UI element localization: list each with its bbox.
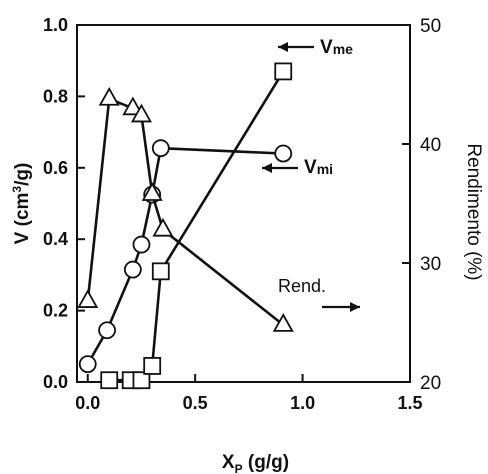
circle-point [123, 260, 142, 279]
circle-point [274, 144, 293, 163]
triangle-point [152, 217, 174, 237]
vmi-arrow-head [262, 163, 272, 173]
vme-arrow-head [278, 42, 288, 52]
axes-layer [76, 24, 411, 383]
vme-label: Vme [320, 37, 353, 58]
triangle-point [98, 86, 120, 106]
series-line-circle [86, 146, 284, 365]
vmi-label: Vmi [304, 157, 333, 178]
y-right-tick-label: 50 [420, 16, 441, 37]
series-layer [77, 62, 294, 390]
y-left-tick-label: 0.8 [43, 86, 68, 106]
rend-arrow-head [350, 302, 360, 312]
x-tick-label: 0.5 [183, 393, 208, 413]
y-left-tick-label: 0.2 [43, 301, 68, 321]
y-left-tick-label: 0.4 [43, 229, 68, 249]
x-tick-label: 0.0 [75, 393, 100, 413]
circle-point [132, 235, 151, 254]
y-right-tick-label: 30 [420, 254, 441, 275]
square-point [100, 371, 119, 390]
x-tick-label: 1.0 [290, 393, 315, 413]
y-right-tick-label: 20 [420, 373, 441, 394]
triangle-point [272, 313, 294, 332]
plot-frame [76, 24, 411, 383]
square-point [274, 62, 293, 81]
y-right-tick-label: 40 [420, 135, 441, 156]
label-layer: 0.0 0.5 1.0 1.5 0.0 0.2 0.4 0.6 0.8 1.0 20 30 40 50 XP… [10, 15, 484, 474]
triangle-point [122, 96, 144, 116]
y-left-axis-title: V (cm3/g) [10, 163, 33, 245]
circle-point [78, 355, 97, 374]
y-left-tick-label: 1.0 [43, 15, 68, 35]
circle-point [98, 321, 116, 340]
series-line-triangle [86, 97, 285, 326]
triangle-point [77, 289, 99, 308]
y-left-tick-label: 0.0 [43, 372, 68, 392]
square-point [143, 357, 162, 375]
square-point [132, 371, 151, 390]
circle-point [151, 139, 170, 158]
y-right-axis-title: Rendimento (%) [463, 143, 484, 280]
triangle-point [130, 103, 152, 123]
rend-label: Rend. [278, 276, 326, 296]
square-point [151, 262, 170, 281]
y-left-tick-label: 0.6 [43, 158, 68, 178]
x-axis-title: XP (g/g) [222, 452, 289, 474]
triangle-point [141, 182, 163, 201]
x-tick-label: 1.5 [397, 393, 422, 413]
